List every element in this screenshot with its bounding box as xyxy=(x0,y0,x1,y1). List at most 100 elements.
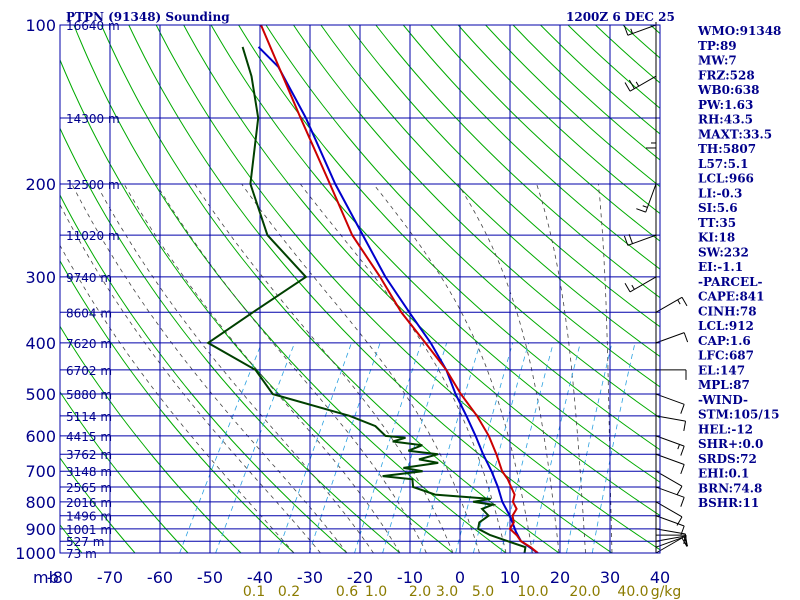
pressure-tick-label: 400 xyxy=(25,334,56,353)
stability-index: TT:35 xyxy=(698,216,736,230)
height-label: 8604 m xyxy=(66,306,112,320)
mixing-ratio-line xyxy=(455,342,514,553)
height-label: 527 m xyxy=(66,535,104,549)
dry-adiabat-line xyxy=(540,25,660,135)
wind-barb-column xyxy=(623,22,689,554)
plot-frame xyxy=(59,24,661,554)
stability-index: -WIND- xyxy=(698,393,748,407)
dry-adiabat-line xyxy=(73,25,507,553)
stability-index: SI:5.6 xyxy=(698,201,738,215)
wind-barb xyxy=(655,515,685,536)
mixing-ratio-line xyxy=(530,342,581,553)
height-label: 3762 m xyxy=(66,448,112,462)
mixing-ratio-label: 5.0 xyxy=(472,584,494,600)
sounding-time: 1200Z 6 DEC 25 xyxy=(566,10,675,24)
stability-index: CAP:1.6 xyxy=(698,334,751,348)
wind-barb xyxy=(624,276,657,293)
dry-adiabat-line xyxy=(60,194,348,553)
stability-index: MW:7 xyxy=(698,54,737,68)
stability-index: BSHR:11 xyxy=(698,496,759,510)
mixing-ratio-label: 20.0 xyxy=(569,584,600,600)
dry-adiabat-line xyxy=(128,25,613,553)
temperature-tick-label: -70 xyxy=(97,568,123,587)
stability-index: SRDS:72 xyxy=(698,452,757,466)
stability-index: LCL:966 xyxy=(698,172,754,186)
stability-index: WMO:91348 xyxy=(697,24,781,38)
stability-index: HEL:-12 xyxy=(698,422,753,436)
dry-adiabat-line xyxy=(265,25,660,419)
dry-adiabat-line xyxy=(60,259,295,553)
height-label: 14300 m xyxy=(66,112,120,126)
moist-adiabat-line xyxy=(536,183,586,553)
dry-adiabat-line xyxy=(293,25,660,388)
dry-adiabat-line xyxy=(512,25,660,161)
height-label: 7620 m xyxy=(66,337,112,351)
stability-index: STM:105/15 xyxy=(698,408,779,422)
stability-index: SHR+:0.0 xyxy=(698,437,763,451)
wind-barb xyxy=(656,369,687,380)
moist-adiabat-line xyxy=(123,183,401,553)
mixing-ratio-label: 2.0 xyxy=(409,584,431,600)
height-label: 11020 m xyxy=(66,229,120,243)
temperature-tick-label: 10 xyxy=(500,568,520,587)
wind-barb xyxy=(624,75,657,92)
moist-adiabat-line xyxy=(241,183,480,553)
temperature-tick-label: 20 xyxy=(550,568,570,587)
moist-adiabat-line xyxy=(457,183,560,553)
dry-adiabat-line xyxy=(760,25,800,553)
temperature-tick-label: -20 xyxy=(347,568,373,587)
height-label: 73 m xyxy=(66,547,97,561)
dry-adiabat-line xyxy=(60,58,454,553)
height-label: 5880 m xyxy=(66,388,112,402)
stability-indices-list: WMO:91348TP:89MW:7FRZ:528WB0:638PW:1.63R… xyxy=(697,24,781,510)
stability-index: -PARCEL- xyxy=(698,275,763,289)
stability-index: CAPE:841 xyxy=(698,290,765,304)
stability-index: TP:89 xyxy=(698,39,737,53)
dewpoint-curve xyxy=(206,46,527,553)
dry-adiabat-line xyxy=(567,25,660,109)
stability-index: LFC:687 xyxy=(698,349,754,363)
stability-index: LI:-0.3 xyxy=(698,186,742,200)
dry-adiabat-line xyxy=(210,25,660,483)
height-label: 2565 m xyxy=(66,481,112,495)
temperature-tick-label: -50 xyxy=(197,568,223,587)
pressure-tick-label: 100 xyxy=(25,16,56,35)
temperature-tick-label: 0 xyxy=(455,568,465,587)
stability-index: RH:43.5 xyxy=(698,113,753,127)
temperature-tick-label: -40 xyxy=(247,568,273,587)
temperature-tick-label: 30 xyxy=(600,568,620,587)
stability-index: EI:-1.1 xyxy=(698,260,743,274)
temperature-tick-label: 40 xyxy=(650,568,670,587)
temperature-curve xyxy=(260,25,539,553)
dry-adiabat-line xyxy=(183,25,660,517)
wind-barb xyxy=(655,528,687,544)
mixing-ratio-line xyxy=(566,342,613,553)
mixing-ratio-label: 0.2 xyxy=(278,584,300,600)
mixing-ratio-line xyxy=(277,342,352,553)
mixing-ratio-line xyxy=(591,342,636,553)
mixing-ratio-line xyxy=(308,342,381,553)
wind-barb xyxy=(655,453,685,475)
wind-barb xyxy=(636,183,657,213)
dry-adiabat-line xyxy=(375,25,660,299)
stability-index: LCL:912 xyxy=(698,319,754,333)
stability-index: PW:1.63 xyxy=(698,98,753,112)
stability-index: SW:232 xyxy=(698,245,749,259)
wind-barb xyxy=(655,393,685,414)
pressure-unit-label: mb xyxy=(33,568,59,587)
height-label: 9740 m xyxy=(66,271,112,285)
mixing-ratio-label: g/kg xyxy=(651,584,682,600)
mixing-ratio-label: 10.0 xyxy=(517,584,548,600)
parcel-curve xyxy=(257,46,539,553)
wind-barb xyxy=(623,24,657,36)
pressure-tick-label: 700 xyxy=(25,462,56,481)
mixing-ratio-label: 3.0 xyxy=(436,584,458,600)
height-label: 16640 m xyxy=(66,19,120,33)
mixing-ratio-line xyxy=(215,342,295,553)
wind-barb xyxy=(655,486,685,507)
moist-adiabat-line xyxy=(194,183,454,553)
dry-adiabat-line xyxy=(485,25,660,188)
wind-barb xyxy=(655,415,687,432)
